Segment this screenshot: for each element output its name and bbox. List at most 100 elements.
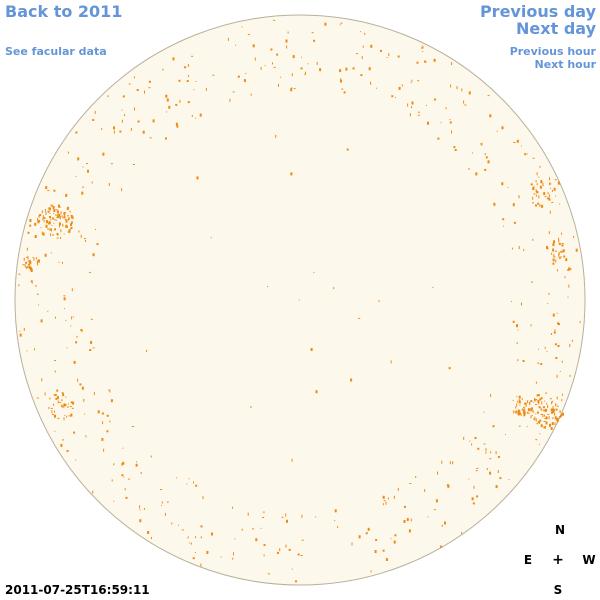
plage-speck [41, 210, 43, 214]
plage-speck [181, 529, 184, 531]
plage-speck [527, 408, 530, 412]
plage-speck [340, 79, 342, 83]
plage-speck [212, 74, 215, 76]
plage-speck [397, 487, 399, 491]
plage-speck [305, 71, 306, 75]
plage-speck [449, 461, 451, 465]
plage-speck [101, 412, 104, 415]
plage-speck [130, 127, 132, 131]
plage-speck [80, 329, 83, 332]
plage-speck [58, 224, 60, 228]
plage-speck [532, 409, 534, 413]
previous-hour-link[interactable]: Previous hour [509, 45, 596, 58]
plage-speck [516, 139, 519, 143]
plage-speck [300, 555, 303, 556]
plage-speck [532, 196, 534, 200]
compass-west-label: W [582, 553, 596, 567]
plage-speck [233, 552, 234, 556]
plage-speck [343, 91, 346, 94]
plage-speck [524, 402, 527, 405]
plage-speck [542, 414, 544, 418]
plage-speck [56, 232, 58, 235]
plage-speck [540, 182, 543, 184]
plage-speck [351, 542, 353, 546]
plage-speck [171, 522, 173, 525]
plage-speck [310, 348, 313, 351]
plage-speck [83, 238, 86, 240]
plage-speck [520, 145, 522, 147]
plage-speck [558, 237, 560, 241]
plage-speck [527, 400, 529, 404]
plage-speck [102, 152, 105, 156]
plage-speck [195, 81, 197, 82]
plage-speck [546, 198, 548, 200]
plage-speck [341, 88, 344, 90]
plage-speck [71, 407, 74, 409]
plage-speck [29, 261, 32, 265]
plage-speck [46, 220, 47, 224]
plage-speck [54, 360, 57, 361]
plage-speck [286, 45, 288, 49]
plage-speck [383, 500, 386, 502]
plage-speck [250, 406, 252, 408]
previous-day-link[interactable]: Previous day [479, 2, 596, 21]
plage-speck [109, 389, 111, 393]
plage-speck [43, 217, 46, 220]
plage-speck [229, 98, 231, 102]
plage-speck [291, 87, 293, 90]
plage-speck [540, 409, 542, 411]
plage-speck [54, 414, 56, 418]
plage-speck [232, 91, 235, 93]
plage-speck [69, 406, 72, 408]
plage-speck [124, 114, 125, 117]
plage-speck [267, 286, 268, 287]
plage-speck [125, 496, 128, 499]
plage-speck [427, 121, 429, 125]
plage-speck [66, 450, 69, 452]
plage-speck [119, 130, 122, 133]
plage-speck [521, 408, 524, 411]
plage-speck [92, 347, 95, 349]
plage-speck [61, 261, 63, 264]
plage-speck [273, 66, 276, 68]
plage-speck [516, 403, 518, 407]
plage-speck [139, 505, 141, 509]
plage-speck [517, 400, 519, 403]
plage-speck [507, 186, 509, 188]
plage-speck [65, 219, 68, 223]
plage-speck [137, 120, 140, 123]
see-facular-data-link[interactable]: See facular data [5, 45, 107, 58]
plage-speck [132, 164, 135, 165]
plage-speck [475, 172, 478, 176]
plage-speck [41, 378, 43, 382]
plage-speck [263, 554, 265, 557]
plage-speck [451, 62, 453, 66]
plage-speck [44, 209, 46, 212]
plage-speck [380, 49, 382, 52]
plage-speck [552, 249, 554, 252]
plage-speck [38, 214, 40, 218]
plage-speck [528, 412, 530, 415]
plage-speck [108, 389, 109, 391]
next-day-link[interactable]: Next day [516, 19, 596, 38]
plage-speck [49, 228, 51, 231]
next-hour-link[interactable]: Next hour [534, 58, 597, 71]
plage-speck [485, 156, 488, 159]
back-to-year-link[interactable]: Back to 2011 [5, 2, 123, 21]
plage-speck [34, 235, 37, 238]
plage-speck [122, 95, 125, 98]
plage-speck [536, 172, 538, 176]
plage-speck [567, 268, 570, 271]
plage-speck [390, 360, 392, 364]
plage-speck [545, 392, 548, 394]
plage-speck [538, 406, 541, 409]
plage-speck [545, 416, 548, 420]
plage-speck [45, 186, 48, 190]
plage-speck [316, 61, 318, 65]
plage-speck [531, 415, 533, 416]
plage-speck [547, 197, 550, 200]
plage-speck [72, 401, 75, 405]
plage-speck [463, 436, 465, 440]
plage-speck [71, 288, 73, 292]
plage-speck [121, 474, 124, 477]
